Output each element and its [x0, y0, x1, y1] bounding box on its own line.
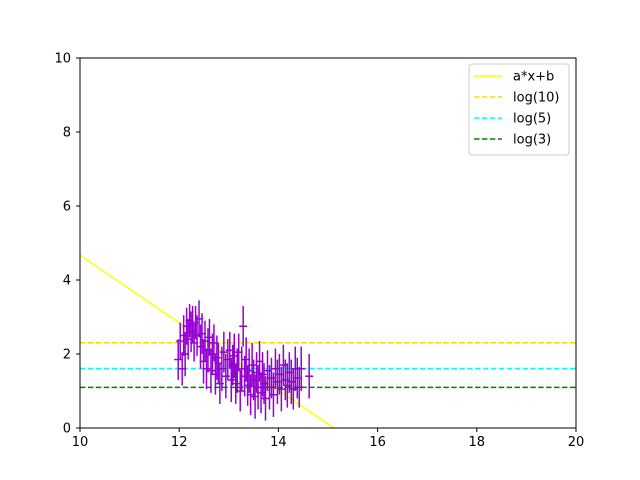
data-point-64 — [277, 366, 286, 412]
y-tick-label-4: 8 — [63, 126, 71, 141]
x-tick-label-5: 20 — [568, 435, 585, 450]
x-tick-label-4: 18 — [469, 435, 486, 450]
data-point-39 — [236, 370, 245, 412]
y-tick-label-5: 10 — [54, 52, 71, 67]
x-axis: 10 12 14 16 18 20 — [72, 428, 585, 450]
y-tick-label-2: 4 — [63, 274, 71, 289]
x-tick-label-2: 14 — [270, 435, 287, 450]
x-tick-label-1: 12 — [171, 435, 188, 450]
data-point-29 — [219, 331, 228, 373]
y-tick-label-3: 6 — [63, 200, 71, 215]
data-point-25 — [212, 335, 221, 380]
legend: a*x+b log(10) log(5) log(3) — [468, 63, 570, 156]
data-point-1 — [176, 322, 185, 360]
data-point-56 — [261, 376, 270, 421]
legend-label-1: log(10) — [513, 91, 560, 106]
data-point-26 — [214, 342, 223, 384]
y-tick-label-0: 0 — [63, 422, 71, 437]
data-point-75 — [305, 354, 314, 399]
data-point-11 — [191, 305, 200, 340]
data-point-60 — [269, 372, 278, 417]
y-tick-label-1: 2 — [63, 348, 71, 363]
errorbar-points — [174, 300, 314, 421]
legend-label-2: log(5) — [513, 112, 551, 127]
data-point-74 — [297, 346, 306, 391]
legend-box — [468, 63, 570, 156]
data-point-18 — [202, 348, 211, 390]
y-axis: 0 2 4 6 8 10 — [54, 52, 80, 437]
legend-label-3: log(3) — [513, 133, 551, 148]
data-point-41 — [239, 305, 248, 347]
x-tick-label-0: 10 — [72, 435, 89, 450]
plot-frame — [79, 57, 577, 429]
legend-label-0: a*x+b — [513, 70, 554, 85]
data-point-21 — [206, 348, 215, 393]
data-point-54 — [258, 352, 267, 397]
x-tick-label-3: 16 — [369, 435, 386, 450]
